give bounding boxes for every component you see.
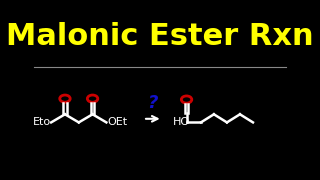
Text: ?: ? xyxy=(148,94,158,112)
Text: Malonic Ester Rxn: Malonic Ester Rxn xyxy=(6,21,314,51)
Text: Eto: Eto xyxy=(33,117,51,127)
Text: OEt: OEt xyxy=(108,117,128,127)
Text: HO: HO xyxy=(173,117,190,127)
